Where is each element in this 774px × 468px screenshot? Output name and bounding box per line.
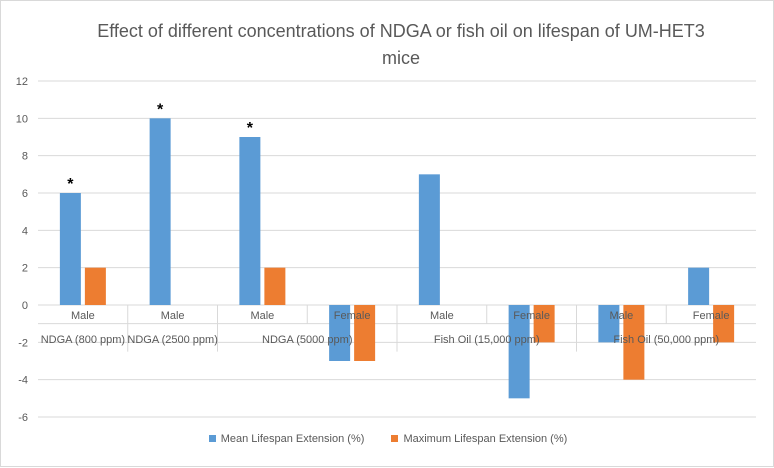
bar-mean [508, 305, 530, 399]
bar-mean [598, 305, 620, 343]
group-label: NDGA (5000 ppm) [262, 334, 352, 346]
category-label: Male [161, 310, 185, 322]
bar-mean [59, 193, 81, 305]
y-tick-label: 6 [22, 188, 28, 200]
category-label: Male [609, 310, 633, 322]
legend-item-mean: Mean Lifespan Extension (%) [208, 433, 365, 445]
legend-label-mean: Mean Lifespan Extension (%) [220, 433, 365, 445]
y-tick-label: -4 [18, 375, 28, 387]
y-tick-label: 4 [22, 225, 28, 237]
category-label: Female [334, 310, 371, 322]
bar-max [713, 305, 735, 343]
bar-max [623, 305, 645, 380]
y-tick-label: 0 [22, 300, 28, 312]
legend-item-max: Maximum Lifespan Extension (%) [391, 433, 567, 445]
y-tick-label: 12 [16, 76, 28, 88]
y-tick-label: -6 [18, 412, 28, 424]
y-tick-label: 2 [22, 263, 28, 275]
bar-mean [688, 267, 710, 305]
legend-swatch-mean [208, 435, 216, 442]
category-label: Male [71, 310, 95, 322]
bar-mean [239, 137, 261, 305]
significance-star: * [67, 176, 74, 193]
bar-max [264, 267, 286, 305]
bar-max [84, 267, 106, 305]
bar-mean [149, 118, 171, 305]
legend-swatch-max [391, 435, 399, 442]
category-label: Female [693, 310, 730, 322]
category-label: Male [250, 310, 274, 322]
y-tick-label: -2 [18, 337, 28, 349]
significance-star: * [157, 101, 164, 118]
bar-mean [418, 174, 440, 305]
y-tick-label: 8 [22, 151, 28, 163]
category-label: Male [430, 310, 454, 322]
bar-max [354, 305, 376, 361]
group-label: Fish Oil (50,000 ppm) [613, 334, 719, 346]
bar-mean [329, 305, 351, 361]
group-label: NDGA (2500 ppm) [127, 334, 217, 346]
group-label: Fish Oil (15,000 ppm) [434, 334, 540, 346]
group-label: NDGA (800 ppm) [41, 334, 125, 346]
legend: Mean Lifespan Extension (%) Maximum Life… [1, 433, 774, 445]
chart-title: Effect of different concentrations of ND… [97, 21, 705, 68]
bar-max [533, 305, 555, 343]
category-label: Female [513, 310, 550, 322]
y-tick-label: 10 [16, 113, 28, 125]
significance-star: * [247, 120, 254, 137]
legend-label-max: Maximum Lifespan Extension (%) [403, 433, 568, 445]
